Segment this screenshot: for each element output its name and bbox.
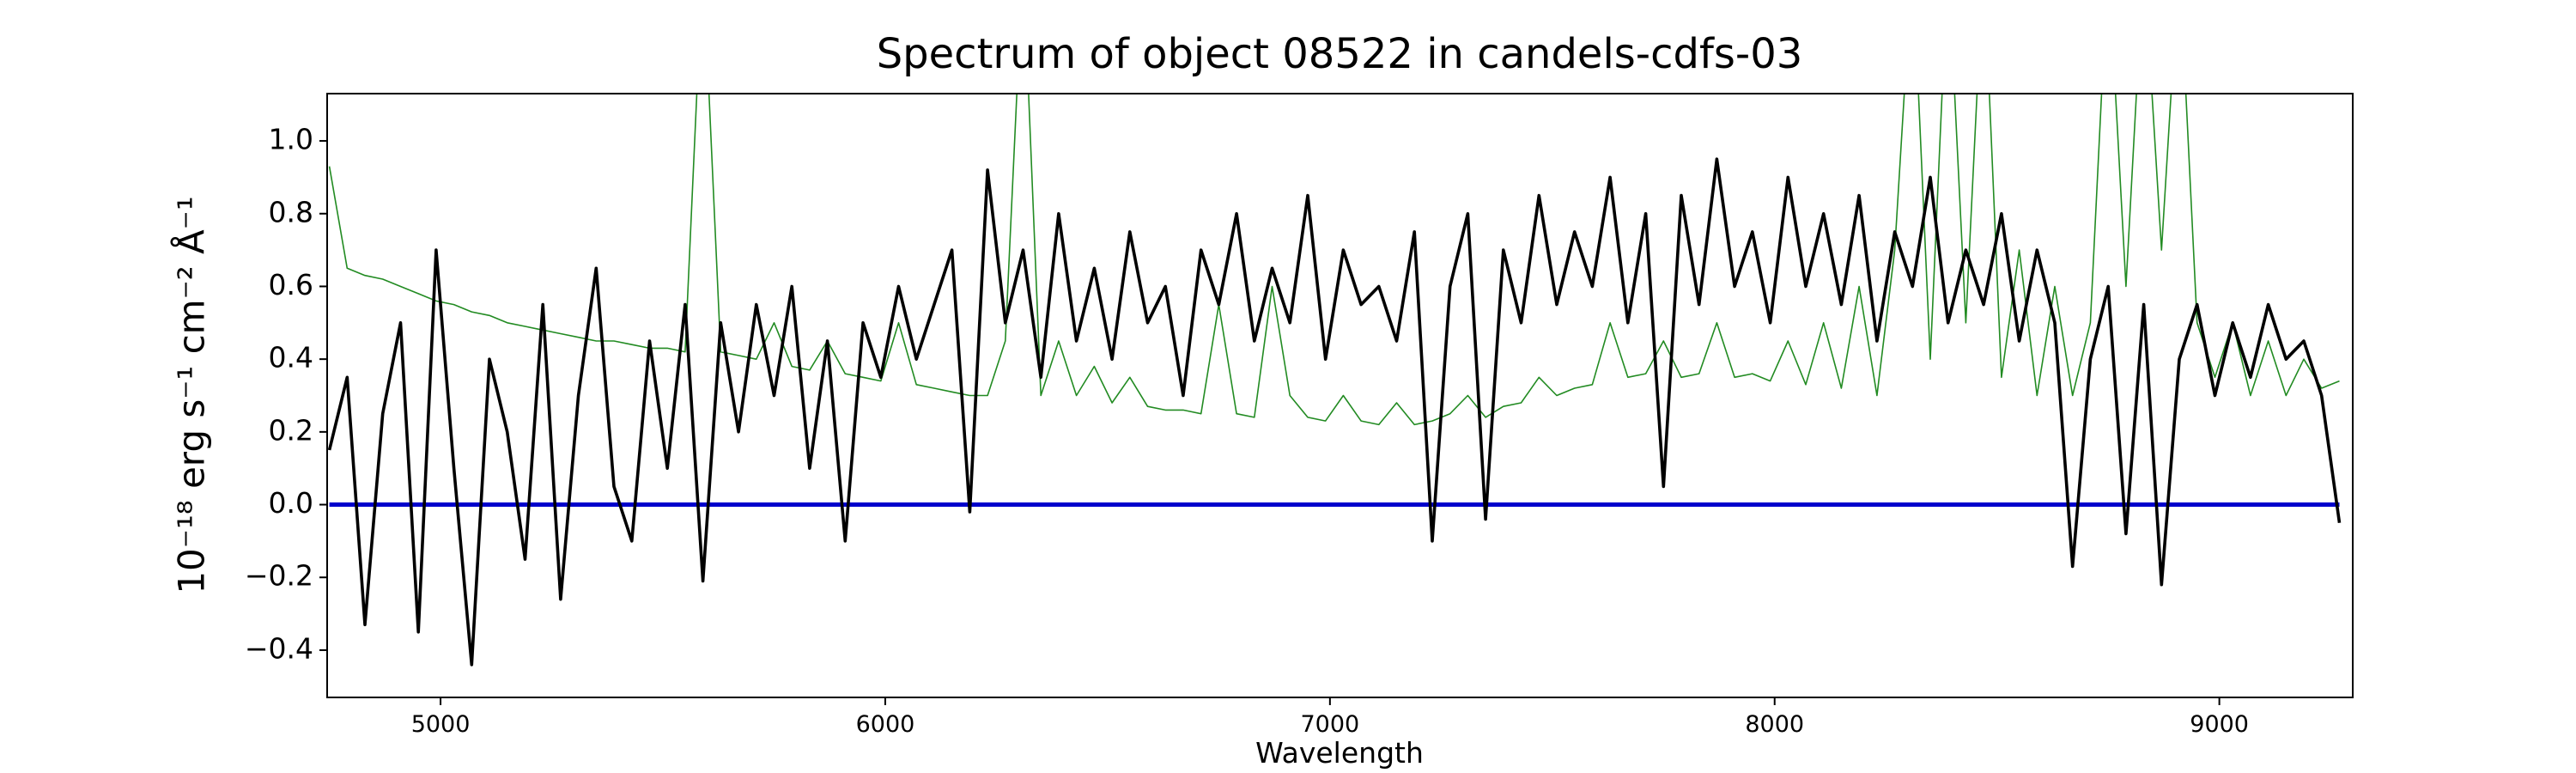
x-tick-label: 8000 xyxy=(1745,711,1804,738)
y-tick-label: 0.0 xyxy=(269,486,313,520)
x-axis-label: Wavelength xyxy=(1255,736,1424,770)
y-tick-label: −0.4 xyxy=(245,631,313,665)
y-tick-label: 1.0 xyxy=(269,123,313,156)
y-axis-label: 10⁻¹⁸ erg s⁻¹ cm⁻² Å⁻¹ xyxy=(170,196,213,593)
x-tick-label: 9000 xyxy=(2190,711,2249,738)
x-tick-label: 7000 xyxy=(1300,711,1359,738)
y-tick-label: 0.4 xyxy=(269,341,313,374)
y-tick-label: −0.2 xyxy=(245,559,313,593)
x-tick-label: 5000 xyxy=(411,711,471,738)
plot-area xyxy=(327,94,2342,666)
x-tick-label: 6000 xyxy=(856,711,915,738)
y-tick-label: 0.8 xyxy=(269,195,313,228)
plot-frame xyxy=(326,93,2354,698)
y-tick-label: 0.6 xyxy=(269,268,313,301)
y-tick-label: 0.2 xyxy=(269,413,313,447)
spectrum-line xyxy=(327,157,2342,666)
spectrum-line xyxy=(328,94,2340,426)
chart-title: Spectrum of object 08522 in candels-cdfs… xyxy=(877,30,1803,78)
